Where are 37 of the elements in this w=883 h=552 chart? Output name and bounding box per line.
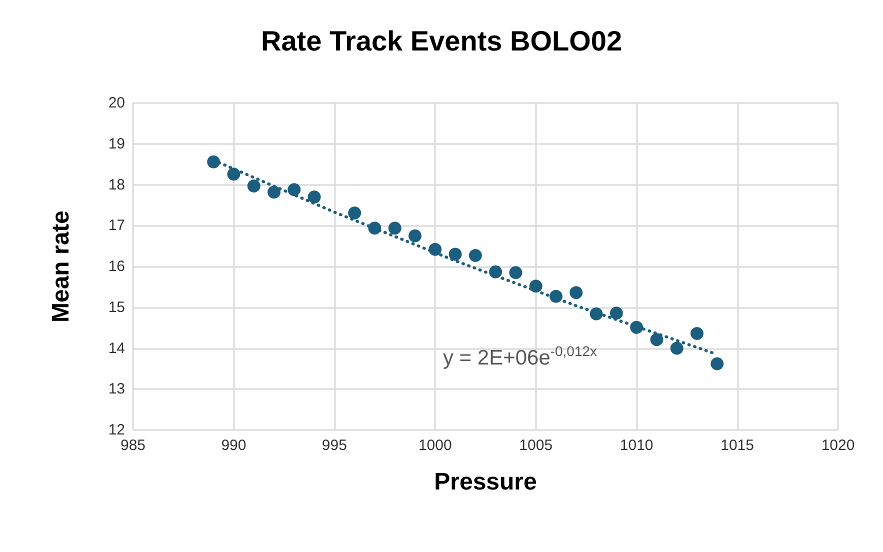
y-tick-label: 20 [108, 94, 125, 112]
point [388, 222, 402, 235]
x-tick-label: 990 [221, 437, 246, 454]
chart-title: Rate Track Events BOLO02 [260, 26, 622, 56]
point [227, 168, 240, 181]
x-tick-label: 1015 [720, 437, 754, 454]
point [348, 206, 362, 220]
point [670, 342, 684, 355]
x-tick-label: 1000 [418, 437, 452, 454]
y-tick-label: 15 [108, 298, 125, 316]
point [247, 179, 260, 192]
y-tick-label: 13 [108, 380, 125, 398]
point [308, 190, 321, 204]
point [468, 248, 482, 262]
point [690, 327, 704, 340]
point [509, 266, 522, 280]
point [268, 186, 280, 199]
x-axis-title: Pressure [434, 468, 537, 496]
point [710, 357, 724, 370]
x-tick-label: 995 [322, 437, 347, 454]
y-tick-label: 19 [108, 135, 125, 152]
point [448, 248, 462, 261]
y-tick-label: 12 [108, 422, 125, 438]
y-tick-label: 18 [108, 176, 125, 194]
y-axis-title: Mean rate [48, 210, 74, 323]
x-tick-label: 985 [120, 437, 146, 454]
point [610, 306, 623, 320]
y-tick-label: 16 [108, 258, 125, 275]
y-tick-label: 14 [108, 340, 125, 357]
y-tick-label: 17 [108, 217, 125, 234]
x-tick-label: 1005 [519, 437, 553, 454]
point [408, 229, 422, 242]
point [570, 286, 583, 300]
x-tick-label: 1020 [821, 437, 855, 454]
point [650, 333, 664, 346]
x-tick-label: 1010 [620, 437, 654, 454]
point [288, 183, 301, 196]
